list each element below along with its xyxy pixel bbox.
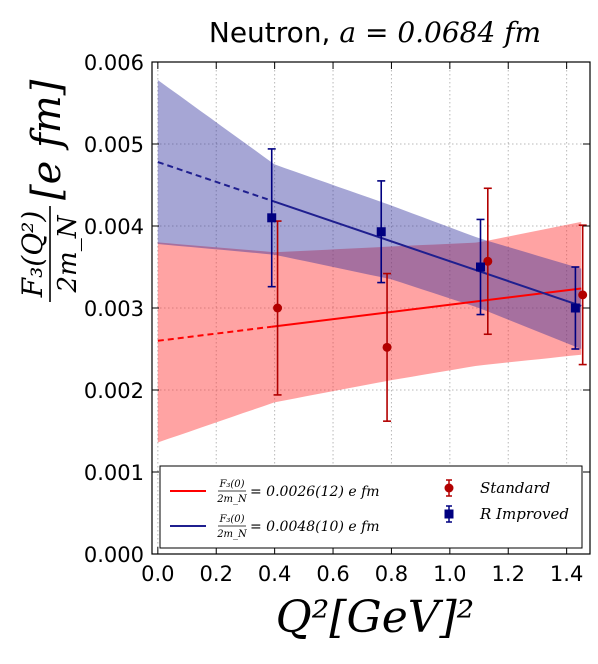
y-label-unit: [e fm]	[24, 79, 70, 200]
data-point	[483, 187, 493, 336]
fit-line-0	[271, 287, 582, 328]
fit-extrapolation-0	[157, 325, 272, 342]
y-axis-label-group: F₃(Q²) 2m_N [e fm]	[16, 79, 83, 302]
legend-entry-fit-0: F₃(0) 2m_N = 0.0026(12) e fm	[170, 479, 380, 505]
legend-box	[159, 465, 583, 549]
legend-marker-square	[444, 509, 454, 519]
data-point	[267, 148, 277, 288]
legend-series-label: R Improved	[479, 505, 569, 523]
marker-circle	[273, 303, 283, 313]
x-tick-label: 0.4	[258, 562, 291, 586]
fit-line-1	[271, 199, 582, 307]
legend-frac-den: 2m_N	[216, 529, 248, 540]
uncertainty-bands	[157, 80, 582, 443]
y-tick-label: 0.004	[84, 215, 144, 239]
data-point	[476, 218, 485, 316]
legend-frac-num: F₃(0)	[218, 479, 244, 490]
y-axis-label: F₃(Q²) 2m_N [e fm]	[16, 79, 83, 302]
y-tick-label: 0.002	[84, 379, 144, 403]
data-point	[570, 266, 580, 350]
x-tick-label: 1.4	[550, 562, 583, 586]
legend-frac-den: 2m_N	[216, 494, 248, 505]
y-tick-label: 0.006	[84, 51, 144, 75]
data-point	[578, 224, 588, 366]
x-tick-label: 1.0	[433, 562, 466, 586]
fit-extrapolation-1	[157, 161, 273, 202]
legend-fit-value: = 0.0026(12) e fm	[250, 484, 380, 500]
data-point	[382, 272, 392, 422]
x-tick-label: 0.8	[375, 562, 408, 586]
marker-square	[570, 303, 580, 313]
marker-circle	[578, 290, 588, 300]
legend-entry-data-1: R Improved	[444, 505, 569, 523]
marker-square	[476, 262, 485, 272]
y-tick-label: 0.001	[84, 461, 144, 485]
marker-square	[376, 227, 386, 237]
x-tick-label: 0.0	[141, 562, 174, 586]
marker-circle	[382, 342, 392, 352]
data-point	[376, 180, 386, 284]
x-tick-label: 0.6	[316, 562, 349, 586]
x-tick-label: 1.2	[492, 562, 525, 586]
chart-title-text: Neutron,	[208, 16, 340, 49]
y-tick-label: 0.000	[84, 543, 144, 567]
legend-entry-data-0: Standard	[444, 479, 550, 497]
legend-series-label: Standard	[480, 479, 550, 497]
y-tick-label: 0.003	[84, 297, 144, 321]
y-label-numerator: F₃(Q²)	[16, 211, 49, 299]
y-tick-label: 0.005	[84, 133, 144, 157]
marker-square	[267, 213, 277, 223]
data-points	[267, 148, 588, 422]
x-tick-label: 0.2	[200, 562, 233, 586]
legend-entry-fit-1: F₃(0) 2m_N = 0.0048(10) e fm	[170, 514, 380, 540]
marker-circle	[483, 256, 493, 266]
error-band-0	[157, 221, 582, 443]
chart-title-math: a = 0.0684 fm	[339, 16, 542, 49]
legend-fit-value: = 0.0048(10) e fm	[250, 519, 380, 535]
error-band-1	[157, 80, 582, 349]
x-axis-label: Q²[GeV]²	[275, 592, 475, 643]
chart-title: Neutron, a = 0.0684 fm	[160, 16, 590, 49]
fit-lines	[157, 161, 582, 342]
y-label-denominator: 2m_N	[53, 214, 83, 293]
axis-ticks: 0.0 0.2 0.4 0.6 0.8 1.0 1.2 1.4 0.000 0.001 0.002 0…	[84, 51, 590, 586]
legend-frac-num: F₃(0)	[218, 514, 244, 525]
legend-marker-circle	[444, 483, 454, 493]
